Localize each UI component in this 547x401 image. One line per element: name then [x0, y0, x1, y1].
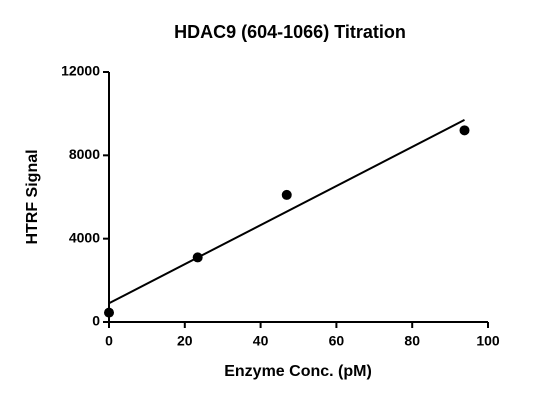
y-tick-label: 4000	[69, 229, 100, 245]
x-tick-label: 0	[105, 333, 113, 349]
chart-title: HDAC9 (604-1066) Titration	[174, 22, 406, 42]
data-point	[104, 307, 114, 318]
x-tick-label: 100	[476, 333, 500, 349]
fit-line	[108, 119, 465, 305]
y-tick-label: 8000	[69, 146, 100, 162]
x-tick-label: 40	[253, 333, 269, 349]
x-axis-title: Enzyme Conc. (pM)	[224, 363, 372, 380]
x-tick-label: 60	[329, 333, 345, 349]
y-tick-label: 12000	[61, 63, 100, 79]
y-tick-label: 0	[92, 313, 100, 329]
x-tick-label: 80	[404, 333, 420, 349]
data-point	[459, 125, 470, 136]
y-axis-title: HTRF Signal	[24, 149, 41, 244]
x-tick-label: 20	[177, 333, 193, 349]
data-point	[192, 252, 203, 263]
data-point	[281, 189, 292, 200]
